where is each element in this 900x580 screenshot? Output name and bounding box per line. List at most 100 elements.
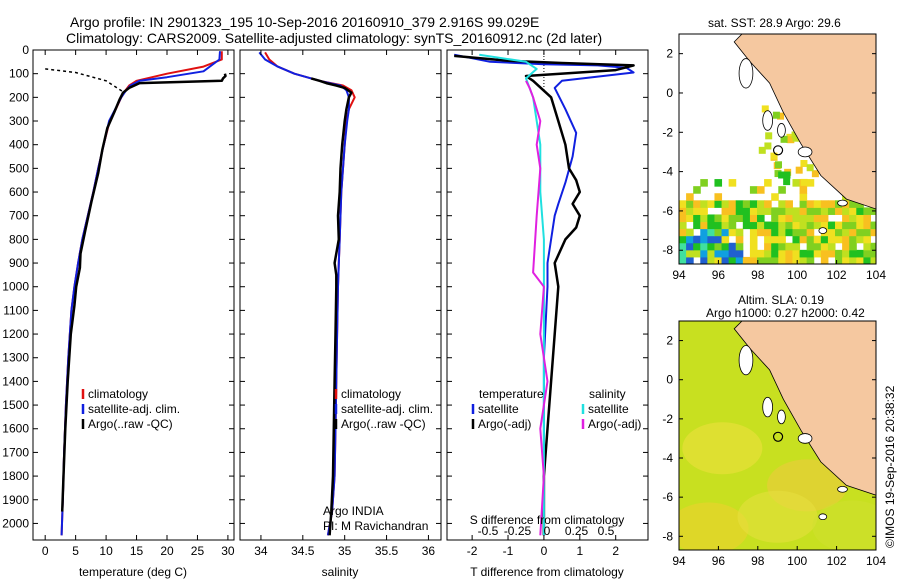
x-tick-label: 35 [338, 544, 352, 558]
sst-pixel [785, 228, 793, 237]
difference-panel: -2 -1 0 1 2 -0.5 -0.25 0 0.25 0.5 T difference fr… [446, 49, 649, 579]
sst-pixel [686, 228, 694, 237]
depth-tick-label: 700 [9, 209, 29, 223]
sst-pixel [735, 228, 744, 237]
pi-name-label: PI: M Ravichandran [323, 519, 428, 533]
coastline-land [733, 321, 876, 496]
sst-pixel [700, 179, 708, 187]
depth-tick-label: 1100 [3, 303, 29, 317]
longitude-tick-label: 94 [672, 268, 686, 282]
sst-pixel [735, 207, 744, 215]
island [738, 345, 754, 376]
longitude-tick-label: 94 [672, 554, 686, 568]
sst-pixel [749, 214, 758, 223]
sst-pixel [686, 193, 694, 201]
sst-pixel [842, 249, 850, 258]
sst-pixel [783, 171, 791, 179]
sst-pixel [806, 249, 815, 258]
legend-entry: salinity [589, 387, 626, 401]
x-tick-label: 35.5 [375, 544, 399, 558]
sst-pixel [799, 207, 808, 215]
sst-pixel [700, 200, 708, 208]
depth-tick-label: 1300 [2, 351, 29, 365]
sst-pixel [778, 171, 786, 179]
sst-pixel [693, 207, 701, 215]
depth-tick-label: 1000 [2, 280, 29, 294]
sst-pixel [735, 249, 744, 258]
sst-pixel [842, 221, 850, 230]
longitude-tick-label: 98 [751, 268, 765, 282]
sst-pixel [792, 179, 801, 187]
island [762, 110, 773, 131]
sst-pixel [764, 249, 772, 258]
sst-pixel [721, 256, 730, 264]
longitude-tick-label: 96 [712, 554, 726, 568]
sst-pixel [778, 200, 786, 208]
x2-tick-label: -0.5 [478, 524, 499, 538]
sst-pixel [827, 207, 836, 215]
sst-pixel [799, 249, 808, 258]
legend-entry: climatology [341, 387, 401, 401]
difference-axes-frame [446, 49, 649, 541]
sla-map-title-line2: Argo h1000: 0.27 h2000: 0.42 [706, 306, 865, 320]
depth-tick-label: 1500 [2, 398, 29, 412]
legend-entry: satellite-adj. clim. [88, 402, 180, 416]
sst-pixel [799, 256, 808, 264]
sst-pixel [714, 179, 723, 187]
sst-pixel [806, 235, 815, 244]
sst-pixel [728, 221, 737, 230]
sst-pixel [849, 235, 857, 244]
legend-entry: Argo(-adj) [478, 417, 531, 431]
sst-pixel [742, 207, 751, 215]
sst-pixel [863, 214, 871, 223]
sst-pixel [764, 200, 772, 208]
sst-pixel [806, 207, 815, 215]
sst-pixel [714, 235, 723, 244]
latitude-tick-label: 2 [666, 334, 673, 348]
sst-pixel [827, 235, 836, 244]
x-tick-label: 25 [191, 544, 205, 558]
sst-pixel [728, 214, 737, 223]
sst-pixel [856, 200, 864, 208]
sst-pixel [686, 256, 694, 264]
latitude-tick-label: -4 [662, 451, 673, 465]
salinity-panel: 34 34.5 35 35.5 36 salinity climatologysatel… [239, 49, 442, 579]
sst-pixel [700, 249, 708, 258]
x-tick-label: 0 [42, 544, 49, 558]
sst-pixel [820, 249, 829, 258]
temperature-series-climatology-line [60, 51, 223, 536]
depth-tick-label: 900 [9, 256, 29, 270]
sst-pixel [686, 207, 694, 215]
sst-pixel [742, 221, 751, 230]
sst-pixel [820, 207, 829, 215]
sla-anomaly-blob [737, 490, 818, 543]
sst-pixel [856, 221, 864, 230]
sst-pixel [707, 249, 715, 258]
sst-pixel [749, 256, 758, 264]
longitude-tick-label: 104 [866, 268, 886, 282]
sst-map-title: sat. SST: 28.9 Argo: 29.6 [708, 16, 841, 30]
sst-pixel [792, 221, 801, 230]
x-tick-label: -2 [467, 544, 478, 558]
latitude-tick-label: -6 [662, 204, 673, 218]
island [777, 123, 786, 138]
difference-x2label: S difference from climatology [470, 513, 625, 527]
sst-pixel [835, 228, 843, 237]
sst-pixel [714, 249, 723, 258]
sst-pixel [764, 142, 772, 150]
sst-pixel [795, 166, 803, 174]
temperature-xlabel: temperature (deg C) [79, 565, 187, 579]
sst-pixel [693, 242, 701, 251]
sst-pixel [764, 256, 772, 264]
sst-pixel [856, 207, 864, 215]
sst-pixel [800, 178, 808, 186]
sst-pixel [707, 221, 715, 230]
x2-tick-label: 0.25 [565, 524, 589, 538]
sst-pixel [856, 235, 864, 244]
island [738, 58, 754, 89]
sst-pixel [700, 221, 708, 230]
sst-pixel [870, 256, 876, 264]
latitude-tick-label: -8 [662, 243, 673, 257]
sst-pixel [806, 179, 815, 187]
sst-pixel [721, 242, 730, 251]
